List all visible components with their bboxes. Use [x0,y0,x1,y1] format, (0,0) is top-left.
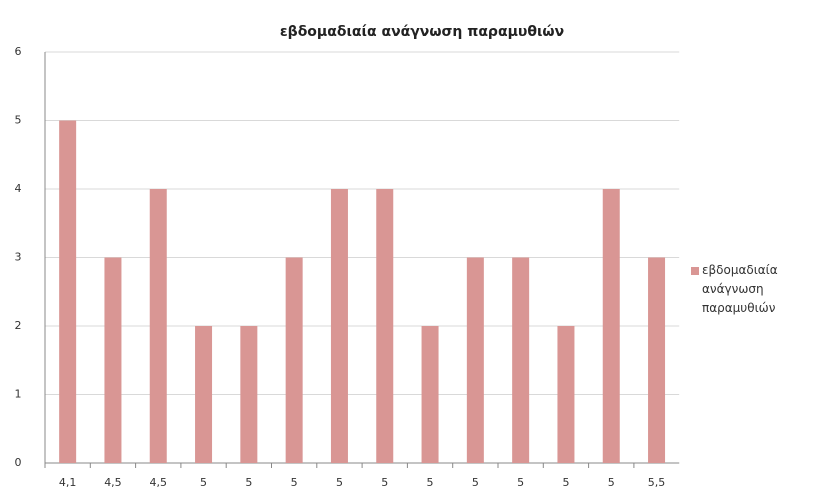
y-tick-label: 4 [15,182,22,195]
bar [285,257,303,463]
bar [149,189,167,463]
y-tick-label: 0 [15,456,22,469]
bar [376,189,394,463]
chart-title: εβδομαδιαία ανάγνωση παραμυθιών [280,24,564,40]
x-tick-label: 5 [245,476,252,489]
bar [466,257,484,463]
legend-swatch [691,267,699,275]
x-tick-label: 5 [381,476,388,489]
x-tick-label: 5 [427,476,434,489]
bar [421,326,439,463]
x-tick-label: 4,5 [150,476,168,489]
bar [240,326,258,463]
x-tick-label: 5 [200,476,207,489]
x-tick-label: 5 [562,476,569,489]
bar [104,257,122,463]
bar [512,257,530,463]
bar [602,189,620,463]
bar [195,326,213,463]
x-tick-label: 5 [472,476,479,489]
legend: εβδομαδιαία ανάγνωση παραμυθιών [702,263,778,315]
y-tick-label: 5 [15,114,22,127]
x-tick-label: 4,5 [104,476,122,489]
y-tick-label: 2 [15,319,22,332]
x-tick-label: 5,5 [648,476,666,489]
bar [648,257,666,463]
y-tick-label: 6 [15,45,22,58]
bar [557,326,575,463]
x-tick-label: 5 [517,476,524,489]
bar [59,120,77,463]
y-tick-label: 1 [15,388,22,401]
x-tick-label: 4,1 [59,476,77,489]
x-tick-label: 5 [608,476,615,489]
x-tick-label: 5 [336,476,343,489]
x-tick-label: 5 [291,476,298,489]
legend-label: εβδομαδιαία ανάγνωση παραμυθιών [702,263,778,315]
bar [330,189,348,463]
y-tick-label: 3 [15,251,22,264]
